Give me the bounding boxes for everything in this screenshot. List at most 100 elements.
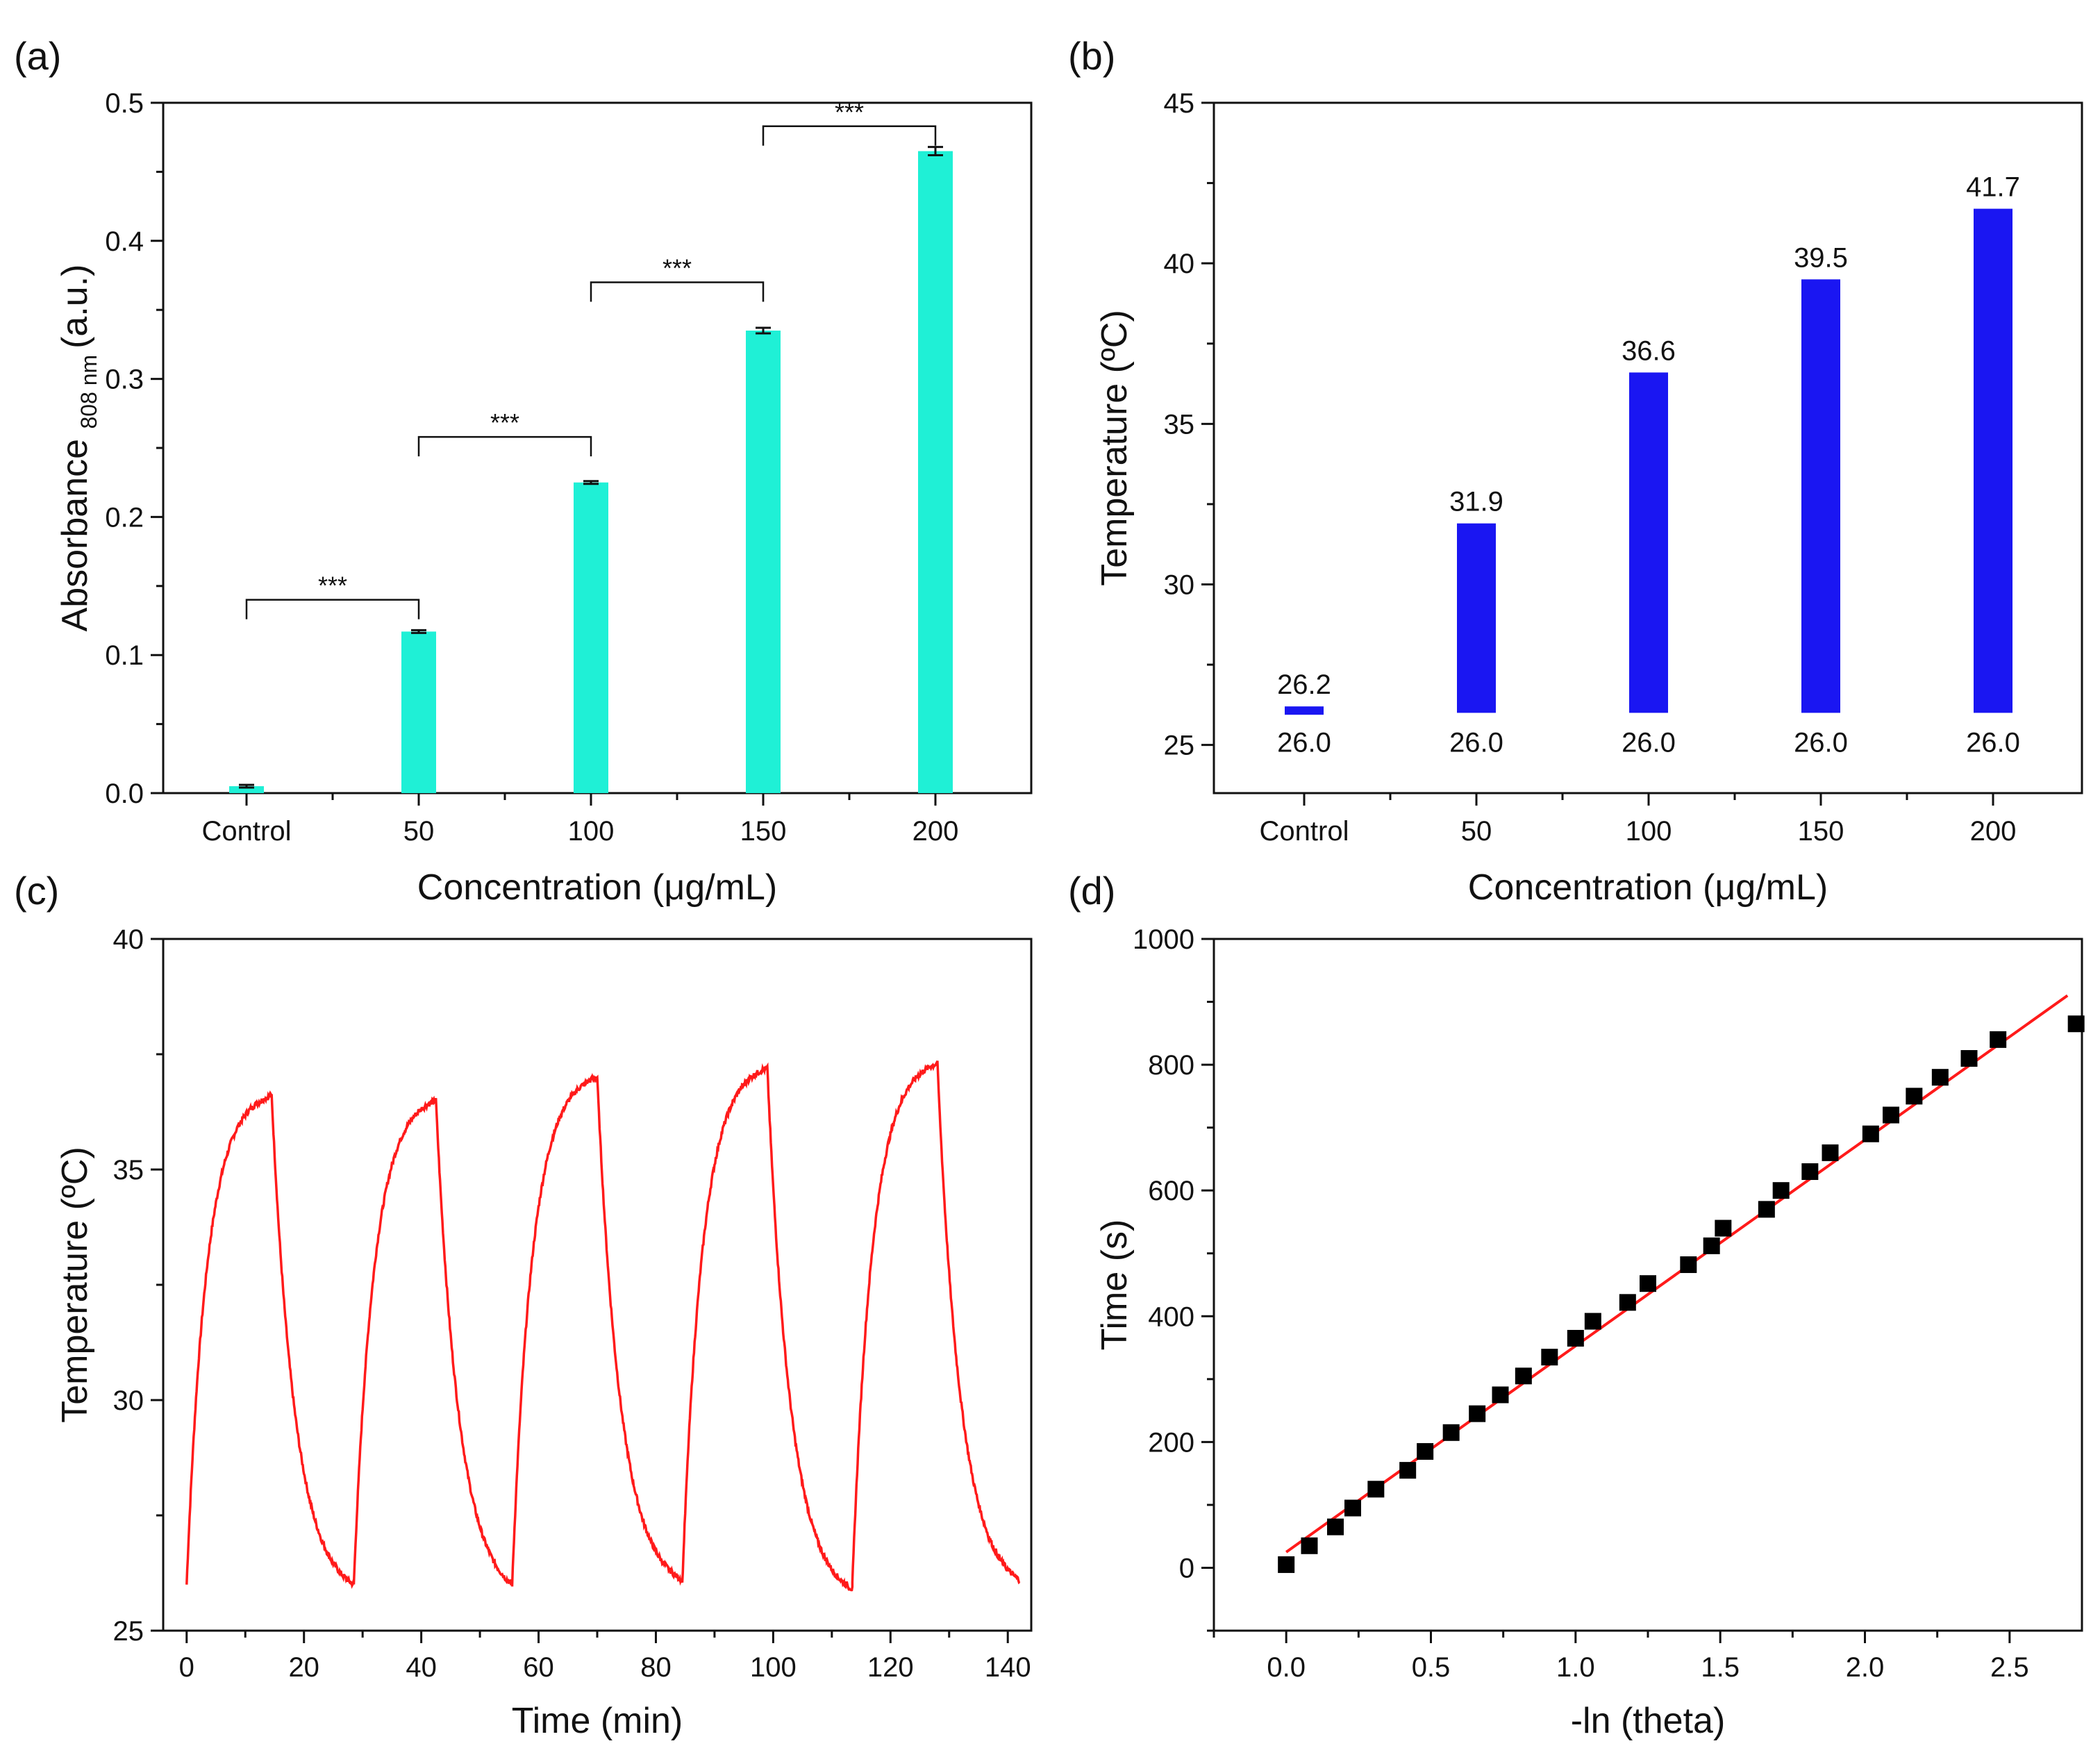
bar-a-200 [918, 151, 953, 793]
data-point-d [1640, 1275, 1656, 1292]
start-temp-label-b: 26.0 [1794, 727, 1848, 758]
y-tick-label-d: 400 [1148, 1301, 1194, 1332]
data-point-d [1515, 1367, 1532, 1385]
y-tick-label-a: 0.3 [105, 365, 144, 395]
bar-b-Control [1285, 706, 1324, 715]
panel-label-b: (b) [1068, 34, 1115, 78]
x-tick-label-b: 200 [1970, 816, 2017, 847]
x-axis-label-c: Time (min) [512, 1701, 683, 1741]
y-tick-label-a: 0.5 [105, 88, 144, 119]
data-point-d [1772, 1182, 1790, 1199]
panel-label-c: (c) [14, 869, 59, 913]
panel-label-a: (a) [14, 34, 61, 78]
start-temp-label-b: 26.0 [1277, 727, 1331, 758]
y-tick-label-b: 30 [1164, 569, 1195, 600]
end-temp-label-b: 31.9 [1449, 487, 1503, 517]
y-tick-label-c: 30 [113, 1386, 144, 1416]
y-axis-label-d: Time (s) [1094, 1220, 1135, 1351]
y-axis-label-a: Absorbance 808 nm (a.u.) [55, 265, 101, 632]
x-tick-label-b: 50 [1461, 816, 1492, 847]
x-tick-label-a: 50 [403, 816, 435, 847]
chart-a: 0.0 0.1 0.2 0.3 0.4 0.5 Control 50 100 150 200 *** *… [55, 88, 1033, 908]
y-tick-label-a: 0.1 [105, 640, 144, 671]
x-tick-label-c: 100 [750, 1652, 797, 1683]
data-point-d [1619, 1294, 1636, 1311]
x-tick-label-a: 150 [740, 816, 787, 847]
data-point-d [1492, 1386, 1509, 1404]
data-point-d [1278, 1556, 1295, 1573]
data-point-d [1715, 1220, 1732, 1237]
data-point-d [1417, 1442, 1434, 1460]
significance-bracket-a [762, 125, 937, 146]
bar-b-100 [1629, 372, 1668, 713]
x-tick-label-c: 60 [523, 1652, 554, 1683]
chart-d: 0 200 400 600 800 1000 0.0 0.5 1.0 1.5 2.0 2.5 -ln (… [1094, 924, 2085, 1741]
data-point-d [1931, 1069, 1949, 1086]
data-point-d [1541, 1349, 1558, 1366]
x-tick-label-d: 1.0 [1556, 1652, 1595, 1683]
x-tick-label-c: 0 [179, 1652, 194, 1683]
end-temp-label-b: 41.7 [1966, 172, 2020, 203]
y-tick-label-b: 40 [1164, 249, 1195, 279]
x-tick-label-d: 2.5 [1990, 1652, 2029, 1683]
x-tick-label-d: 0.0 [1267, 1652, 1306, 1683]
data-point-d [1883, 1106, 1899, 1124]
y-tick-label-b: 25 [1164, 731, 1195, 761]
end-temp-label-b: 39.5 [1794, 242, 1848, 273]
x-tick-label-a: 200 [912, 816, 959, 847]
bar-b-150 [1801, 279, 1840, 713]
temperature-cycle-line-c [185, 1060, 1021, 1592]
data-point-d [1367, 1481, 1385, 1498]
significance-label-a: *** [835, 98, 864, 126]
significance-label-a: *** [318, 572, 347, 600]
y-tick-label-a: 0.4 [105, 226, 144, 257]
x-tick-label-c: 40 [406, 1652, 437, 1683]
data-point-d [1344, 1499, 1361, 1517]
x-tick-label-b: 150 [1798, 816, 1844, 847]
panel-label-d: (d) [1068, 869, 1115, 913]
bar-a-150 [746, 331, 781, 793]
bar-b-50 [1457, 523, 1496, 713]
data-point-d [1990, 1031, 2007, 1048]
x-tick-label-b: 100 [1626, 816, 1672, 847]
y-axis-label-c: Temperature (ºC) [55, 1147, 95, 1423]
data-point-d [1680, 1256, 1697, 1274]
start-temp-label-b: 26.0 [1622, 727, 1676, 758]
bar-b-200 [1974, 208, 2012, 713]
data-point-d [1584, 1313, 1601, 1330]
x-tick-label-b: Control [1260, 816, 1349, 847]
significance-bracket-a [245, 599, 420, 619]
y-tick-label-d: 1000 [1133, 924, 1194, 955]
chart-c-frame [162, 938, 1033, 1632]
significance-bracket-a [590, 281, 765, 302]
x-tick-label-d: 0.5 [1412, 1652, 1451, 1683]
data-point-d [1906, 1088, 1923, 1105]
y-tick-label-d: 800 [1148, 1050, 1194, 1081]
data-point-d [1469, 1405, 1486, 1422]
data-point-d [1822, 1144, 1839, 1161]
x-tick-label-d: 2.0 [1846, 1652, 1885, 1683]
y-tick-label-c: 35 [113, 1155, 144, 1185]
y-tick-label-a: 0.0 [105, 779, 144, 809]
y-axis-label-b: Temperature (ºC) [1094, 310, 1135, 586]
x-tick-label-c: 80 [640, 1652, 672, 1683]
start-temp-label-b: 26.0 [1449, 727, 1503, 758]
chart-b: 25 30 35 40 45 Control 26.2 26.0 50 31.9 26.0 100 36… [1094, 88, 2083, 908]
data-point-d [1442, 1424, 1460, 1441]
data-point-d [1703, 1237, 1720, 1254]
data-point-d [1567, 1329, 1584, 1347]
significance-label-a: *** [490, 408, 519, 437]
y-tick-label-b: 45 [1164, 88, 1195, 119]
data-point-d [1327, 1518, 1344, 1536]
x-axis-label-d: -ln (theta) [1571, 1701, 1726, 1741]
x-tick-label-c: 140 [985, 1652, 1031, 1683]
y-tick-label-d: 0 [1179, 1553, 1194, 1583]
data-point-d [1862, 1125, 1879, 1142]
bar-a-50 [401, 631, 436, 793]
x-tick-label-a: Control [202, 816, 292, 847]
y-tick-label-d: 200 [1148, 1427, 1194, 1458]
x-tick-label-c: 120 [867, 1652, 914, 1683]
y-tick-label-d: 600 [1148, 1176, 1194, 1206]
y-tick-label-c: 25 [113, 1616, 144, 1647]
start-temp-label-b: 26.0 [1966, 727, 2020, 758]
